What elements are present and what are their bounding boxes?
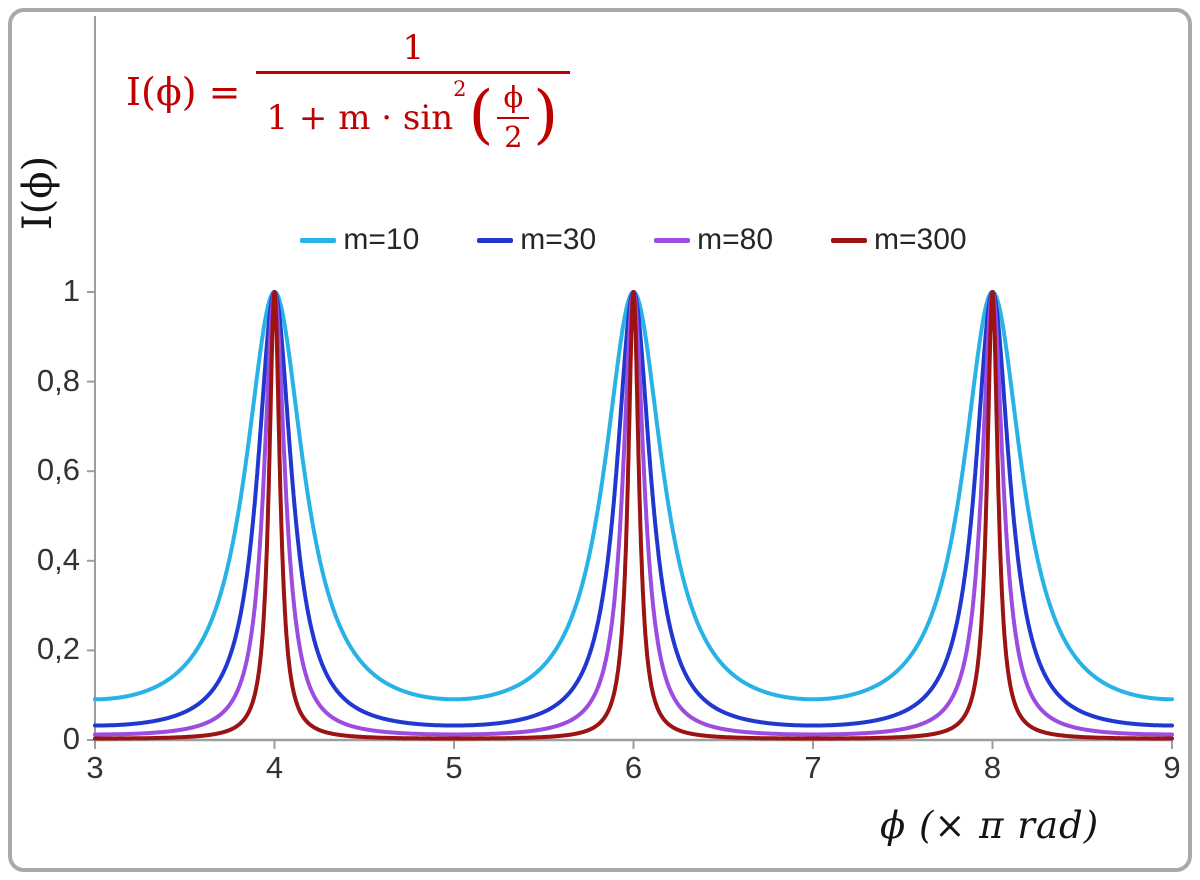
formula-den-text: 1 + m · sin <box>266 97 454 138</box>
legend-line-swatch <box>300 237 337 243</box>
x-tick-label: 7 <box>804 750 822 785</box>
x-tick-label: 4 <box>265 750 284 785</box>
legend: m=10 m=30 m=80 m=300 <box>95 222 1172 258</box>
series-line-m=30 <box>93 290 1174 728</box>
x-tick-label: 5 <box>445 750 463 785</box>
legend-line-swatch <box>654 237 691 243</box>
formula-inner-numerator: ϕ <box>497 81 530 120</box>
formula-den-exponent: 2 <box>453 77 467 102</box>
x-tick-label: 6 <box>624 750 643 785</box>
y-tick-label: 1 <box>62 273 80 308</box>
legend-item-m=30: m=30 <box>477 223 596 257</box>
y-axis-label: I(ϕ) <box>15 155 61 231</box>
y-tick-label: 0,6 <box>36 452 80 488</box>
legend-line-swatch <box>831 237 868 243</box>
series-line-m=80 <box>93 290 1174 737</box>
formula-right-paren: ) <box>533 77 559 152</box>
y-tick-label: 0 <box>62 721 80 756</box>
formula-lhs: I(ϕ) = <box>126 70 241 115</box>
formula-left-paren: ( <box>468 77 494 152</box>
legend-label: m=80 <box>697 223 774 256</box>
legend-label: m=300 <box>874 223 967 256</box>
y-tick-label: 0,8 <box>36 362 80 398</box>
formula-numerator: 1 <box>402 28 425 68</box>
legend-label: m=10 <box>343 223 420 256</box>
formula-denominator: 1 + m · sin 2 ( ϕ 2 ) <box>256 71 571 155</box>
legend-item-m=300: m=300 <box>831 223 967 257</box>
x-axis-label: ϕ (× π rad) <box>880 804 1100 847</box>
y-tick-label: 0,4 <box>36 541 80 577</box>
series-line-m=300 <box>93 290 1174 741</box>
formula-inner-denominator: 2 <box>504 120 523 155</box>
formula: I(ϕ) = 1 1 + m · sin 2 ( ϕ 2 ) <box>126 28 571 155</box>
formula-fraction: 1 1 + m · sin 2 ( ϕ 2 ) <box>256 28 571 155</box>
legend-line-swatch <box>477 237 514 243</box>
legend-item-m=10: m=10 <box>300 223 419 257</box>
legend-label: m=30 <box>520 223 597 256</box>
formula-inner-fraction: ϕ 2 <box>497 81 530 155</box>
x-tick-label: 3 <box>86 750 104 785</box>
legend-item-m=80: m=80 <box>654 223 773 257</box>
y-tick-label: 0,2 <box>36 631 80 667</box>
x-tick-label: 8 <box>983 750 1002 785</box>
x-tick-label: 9 <box>1163 750 1181 785</box>
